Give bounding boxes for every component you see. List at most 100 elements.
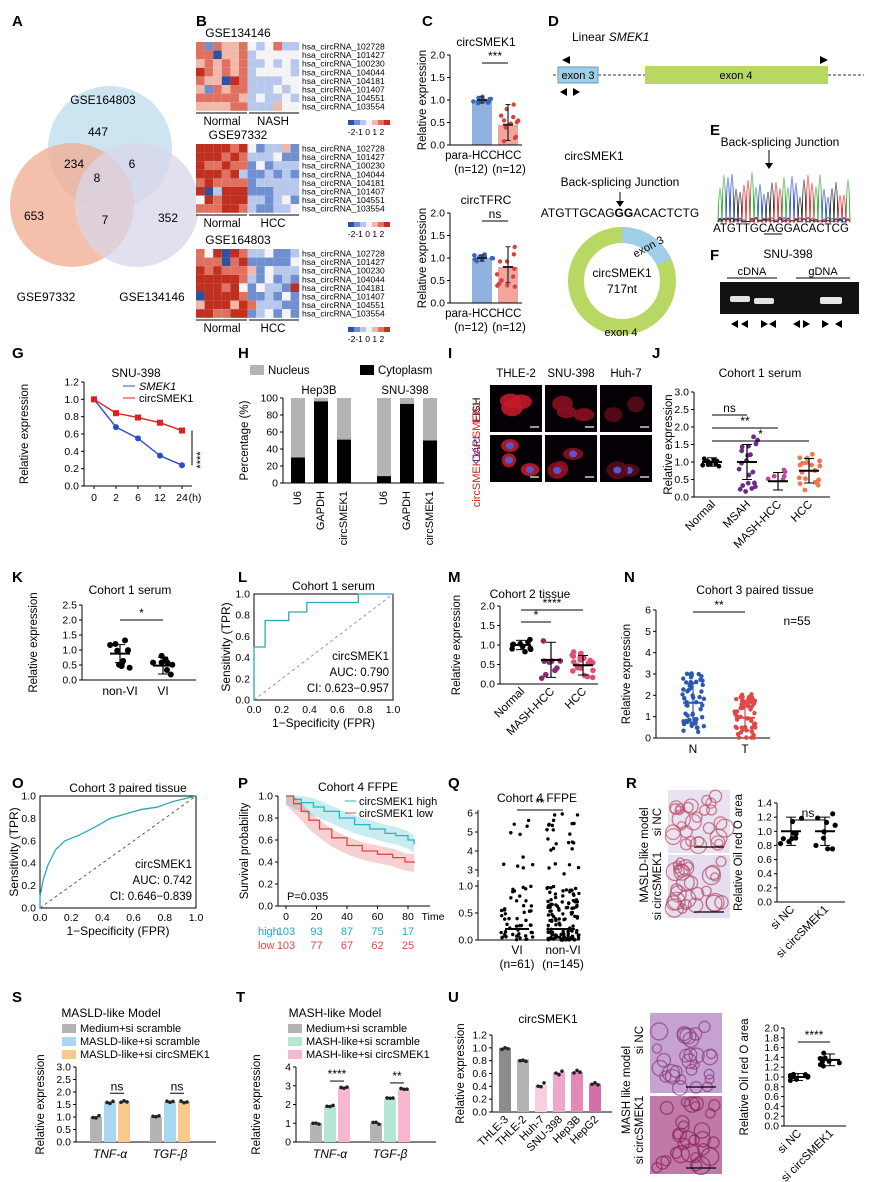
heatmap-cell — [273, 257, 282, 267]
heatmap-cell — [239, 249, 248, 258]
heatmap-cell — [239, 204, 248, 213]
y-axis-label: Relative expression — [621, 624, 633, 724]
heatmap-gene-label: hsa_circRNA_104044 — [302, 67, 385, 77]
y-tick-label: 1.5 — [430, 230, 445, 242]
data-point — [509, 646, 515, 652]
cell-ring — [672, 1128, 684, 1140]
cell-ring — [664, 1068, 681, 1085]
heatmap-group-label: HCC — [261, 323, 286, 335]
heatmap-cell — [282, 249, 291, 258]
heatmap-cell — [213, 204, 222, 213]
data-point — [752, 484, 758, 490]
data-point — [124, 647, 131, 654]
x-tick-label: 2 — [113, 492, 119, 504]
colorbar-swatch — [366, 120, 372, 125]
heatmap-cell — [256, 85, 265, 94]
colorbar-swatch — [354, 222, 360, 227]
data-point — [550, 930, 555, 934]
data-point — [94, 1116, 98, 1120]
data-point — [125, 1100, 129, 1104]
x-tick-label: (n=12) — [492, 164, 526, 176]
heatmap-cell — [196, 152, 205, 162]
y-tick-label: 0.6 — [21, 835, 36, 847]
x-tick-label: 40 — [341, 911, 353, 923]
heatmap-cell — [196, 178, 205, 187]
series-marker — [91, 396, 97, 403]
panel-letter: B — [196, 13, 207, 30]
data-point — [590, 667, 596, 674]
cell-signal — [627, 396, 644, 413]
heatmap-cell — [204, 300, 214, 310]
x-tick-label: 1.0 — [189, 912, 204, 924]
heatmap-cell — [247, 309, 257, 318]
x-tick-label: 0.4 — [302, 704, 317, 716]
y-tick-label: 0.4 — [21, 858, 36, 870]
heatmap-cell — [282, 144, 291, 153]
data-point — [567, 937, 571, 941]
y-tick-label: 5 — [467, 827, 473, 839]
colorbar-swatch — [384, 222, 390, 227]
data-point — [698, 677, 703, 682]
y-tick-label: 1.4 — [764, 1052, 779, 1064]
series-marker — [179, 462, 185, 469]
heatmap-group-label: Normal — [203, 116, 240, 128]
y-tick-label: 0.0 — [674, 492, 689, 504]
heatmap-gene-label: hsa_circRNA_101427 — [302, 50, 385, 60]
heatmap-cell — [282, 59, 291, 68]
y-tick-label: 0.0 — [458, 935, 473, 947]
bar-cytoplasm — [291, 457, 305, 483]
data-point — [802, 487, 808, 493]
data-point — [546, 930, 550, 935]
data-point — [539, 1084, 543, 1089]
y-axis-label: Relative expression — [417, 208, 429, 308]
data-point — [105, 1100, 109, 1105]
heatmap-gene-label: hsa_circRNA_101407 — [302, 85, 385, 95]
chart-title: circTFRC — [461, 193, 512, 207]
data-point — [475, 101, 481, 106]
cell-ring — [701, 1048, 719, 1066]
sample-size-label: n=55 — [783, 614, 810, 628]
cell-ring — [664, 898, 684, 918]
roc-auc: AUC: 0.790 — [330, 667, 389, 679]
data-point — [558, 923, 562, 927]
y-tick-label: 0.0 — [56, 1137, 71, 1149]
colorbar-swatch — [348, 222, 354, 227]
chart-title: SNU-398 — [111, 366, 161, 380]
y-tick-label: 0.4 — [764, 1101, 779, 1113]
heatmap-gene-label: hsa_circRNA_103554 — [302, 309, 385, 319]
heatmap-cell — [221, 178, 231, 187]
primer-arrows-icon — [731, 320, 842, 328]
cell-ring — [682, 801, 694, 814]
heatmap-cell — [196, 292, 205, 301]
bar — [178, 1102, 190, 1142]
data-point — [736, 735, 742, 740]
data-point — [554, 918, 558, 923]
data-point — [578, 1070, 582, 1074]
bar — [499, 1047, 511, 1112]
x-tick-label: TNF-α — [313, 1147, 348, 1161]
data-point — [518, 1058, 522, 1063]
data-point — [505, 922, 509, 927]
data-point — [545, 828, 549, 832]
heatmap-group-label: HCC — [261, 218, 286, 230]
heatmap-cell — [264, 59, 274, 68]
y-tick-label: 1.0 — [235, 589, 250, 601]
legend-swatch — [288, 1037, 302, 1046]
heatmap-cell — [256, 67, 265, 77]
chromatogram-trace — [717, 174, 851, 224]
data-point — [571, 924, 575, 928]
y-tick-label: 1.0 — [764, 1072, 779, 1084]
x-tick-label: HCC — [497, 308, 522, 320]
data-point — [570, 668, 576, 674]
data-point — [554, 923, 558, 927]
heatmap-group-label: NASH — [257, 116, 289, 128]
heatmap-cell — [282, 67, 291, 77]
y-tick-label: 6 — [645, 605, 651, 617]
data-point — [514, 924, 519, 928]
data-point — [502, 907, 507, 911]
heatmap-cell — [239, 59, 248, 68]
y-tick-label: 1.0 — [62, 645, 77, 657]
risk-count: 87 — [341, 926, 353, 938]
heatmap-cell — [264, 76, 274, 85]
